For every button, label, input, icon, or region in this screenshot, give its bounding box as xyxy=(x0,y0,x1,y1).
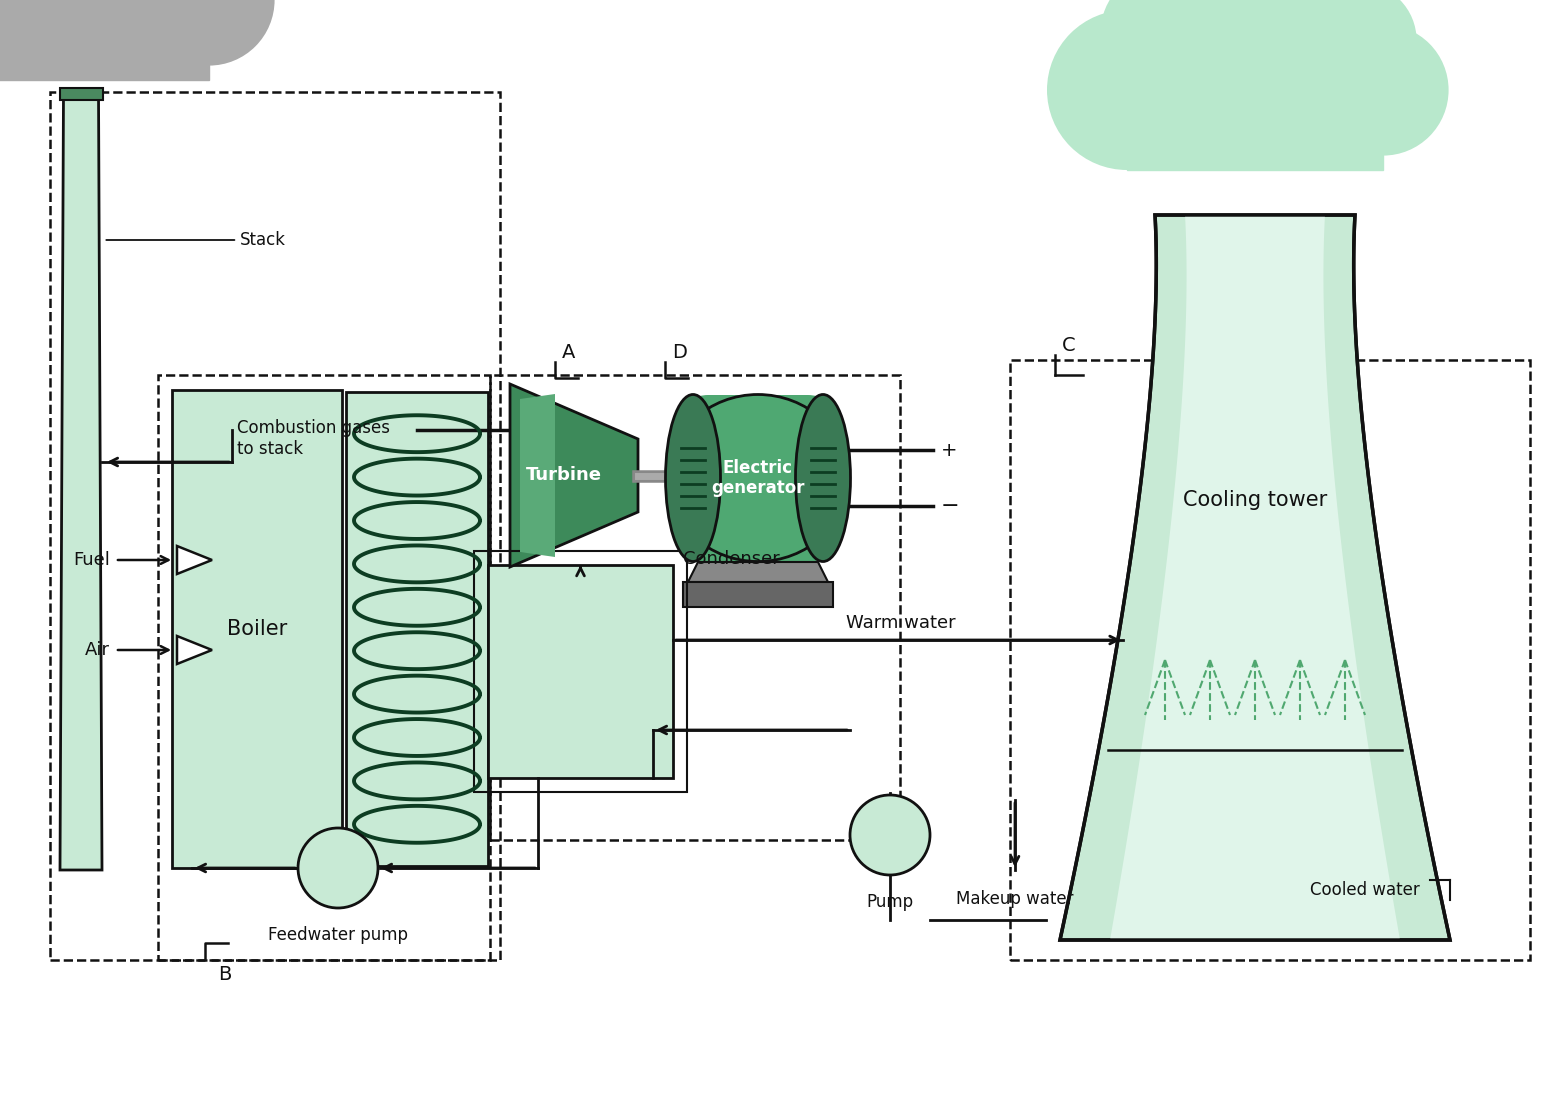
FancyBboxPatch shape xyxy=(683,583,833,607)
Text: Turbine: Turbine xyxy=(526,466,601,485)
Text: B: B xyxy=(217,965,231,984)
Text: A: A xyxy=(561,343,575,362)
Text: Warm water: Warm water xyxy=(847,614,956,632)
FancyBboxPatch shape xyxy=(487,565,672,778)
Polygon shape xyxy=(510,384,638,567)
Polygon shape xyxy=(1059,215,1449,940)
Text: Feedwater pump: Feedwater pump xyxy=(268,926,409,945)
Text: Condenser: Condenser xyxy=(683,550,780,568)
Circle shape xyxy=(143,0,274,66)
Text: −: − xyxy=(941,496,959,516)
Text: Combustion gases
to stack: Combustion gases to stack xyxy=(237,419,390,459)
Circle shape xyxy=(850,795,930,875)
Circle shape xyxy=(26,0,168,67)
Text: Electric
generator: Electric generator xyxy=(711,459,805,497)
Circle shape xyxy=(1169,0,1300,88)
Circle shape xyxy=(1272,8,1397,133)
Text: Boiler: Boiler xyxy=(227,619,287,638)
Text: D: D xyxy=(672,343,686,362)
Circle shape xyxy=(1317,24,1448,156)
Polygon shape xyxy=(520,394,555,557)
Circle shape xyxy=(1047,10,1207,170)
Text: Cooling tower: Cooling tower xyxy=(1183,490,1328,510)
Text: +: + xyxy=(941,441,958,460)
Circle shape xyxy=(1101,0,1226,94)
Text: C: C xyxy=(1062,336,1076,355)
Circle shape xyxy=(0,0,51,4)
Polygon shape xyxy=(1127,82,1383,170)
Text: Makeup water: Makeup water xyxy=(956,890,1073,908)
Text: Cooled water: Cooled water xyxy=(1311,881,1420,900)
FancyBboxPatch shape xyxy=(688,395,828,562)
Circle shape xyxy=(1127,2,1271,146)
FancyBboxPatch shape xyxy=(345,392,487,866)
Circle shape xyxy=(0,0,32,80)
Circle shape xyxy=(0,0,97,56)
Polygon shape xyxy=(177,636,211,664)
Ellipse shape xyxy=(666,395,720,562)
Text: Stack: Stack xyxy=(106,231,285,249)
Ellipse shape xyxy=(796,395,851,562)
Circle shape xyxy=(1246,0,1368,89)
Text: Air: Air xyxy=(85,641,109,659)
Polygon shape xyxy=(1110,215,1400,940)
Circle shape xyxy=(298,828,378,908)
Polygon shape xyxy=(0,0,210,80)
Polygon shape xyxy=(177,546,211,574)
Polygon shape xyxy=(688,562,828,583)
Ellipse shape xyxy=(668,395,848,562)
Text: Fuel: Fuel xyxy=(72,551,109,569)
Polygon shape xyxy=(60,92,102,870)
Circle shape xyxy=(1201,15,1342,157)
Circle shape xyxy=(1301,0,1417,98)
FancyBboxPatch shape xyxy=(173,391,342,868)
Text: Pump: Pump xyxy=(867,893,913,911)
FancyBboxPatch shape xyxy=(60,88,102,100)
Circle shape xyxy=(99,0,224,43)
Circle shape xyxy=(128,0,242,8)
